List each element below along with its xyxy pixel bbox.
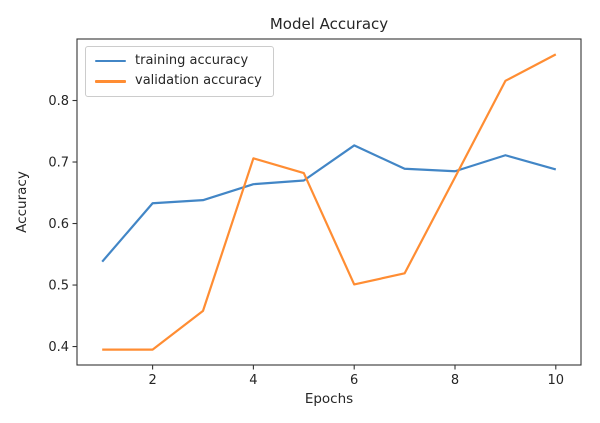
y-tick-label: 0.8 — [48, 94, 69, 109]
series-line-training-accuracy — [101, 144, 557, 263]
series-line-validation-accuracy — [102, 53, 557, 351]
x-tick-label: 4 — [249, 373, 257, 388]
legend-label-training: training accuracy — [135, 53, 249, 68]
legend-label-validation: validation accuracy — [135, 73, 262, 89]
y-tick-label: 0.6 — [48, 217, 69, 232]
training-line-swatch — [95, 59, 126, 63]
x-tick-label: 8 — [451, 373, 459, 388]
legend-item-validation: validation accuracy — [95, 73, 262, 89]
x-tick-label: 10 — [548, 373, 565, 388]
legend-item-training: training accuracy — [95, 53, 262, 69]
chart-title: Model Accuracy — [269, 15, 389, 33]
x-axis-label: Epochs — [304, 391, 354, 407]
legend: training accuracy validation accuracy — [85, 46, 274, 97]
x-tick-label: 6 — [350, 373, 358, 388]
y-axis-label-text: Accuracy — [14, 171, 30, 233]
validation-line-swatch — [95, 80, 126, 83]
plot-border — [76, 38, 582, 366]
y-tick-label: 0.5 — [48, 279, 69, 294]
y-tick-label: 0.7 — [48, 156, 69, 171]
y-tick-label: 0.4 — [48, 340, 69, 355]
x-tick-label: 2 — [148, 373, 156, 388]
